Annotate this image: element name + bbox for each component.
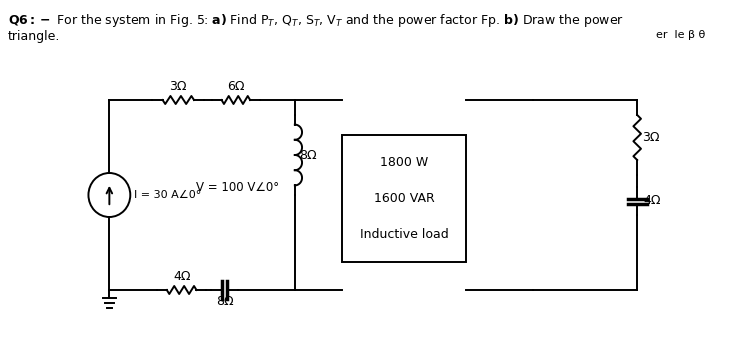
Text: 8Ω: 8Ω bbox=[216, 295, 233, 308]
Text: 4Ω: 4Ω bbox=[643, 194, 661, 207]
Text: 4Ω: 4Ω bbox=[173, 270, 190, 283]
Text: Inductive load: Inductive load bbox=[360, 228, 448, 240]
Text: V = 100 V∠0°: V = 100 V∠0° bbox=[196, 181, 279, 194]
Text: 3Ω: 3Ω bbox=[642, 131, 659, 144]
Text: 1800 W: 1800 W bbox=[380, 157, 428, 170]
Text: triangle.: triangle. bbox=[8, 30, 60, 43]
Text: 8Ω: 8Ω bbox=[300, 149, 317, 161]
Text: I = 30 A∠0°: I = 30 A∠0° bbox=[134, 190, 202, 200]
Text: $\mathbf{Q6:-}$ For the system in Fig. 5: $\mathbf{a)}$ Find P$_T$, Q$_T$, S$_T$: $\mathbf{Q6:-}$ For the system in Fig. 5… bbox=[8, 12, 624, 29]
Text: 3Ω: 3Ω bbox=[170, 80, 187, 93]
Text: er  le β θ: er le β θ bbox=[656, 30, 705, 40]
Text: 6Ω: 6Ω bbox=[227, 80, 245, 93]
Text: 1600 VAR: 1600 VAR bbox=[374, 192, 435, 205]
